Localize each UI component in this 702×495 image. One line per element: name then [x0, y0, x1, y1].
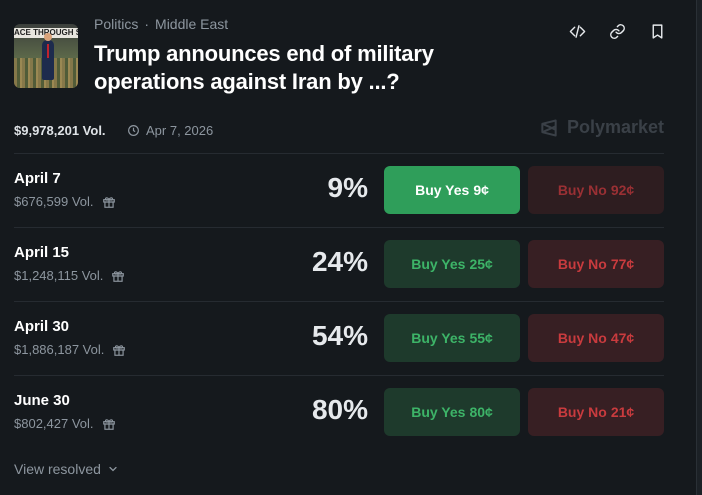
outcome-volume: $1,248,115 Vol.: [14, 268, 125, 283]
breadcrumb-category[interactable]: Politics: [94, 16, 139, 32]
buy-no-label: Buy No: [557, 330, 607, 346]
buy-no-label: Buy No: [557, 256, 607, 272]
market-image: ACE THROUGH STRENGTH: [14, 24, 78, 88]
gift-icon[interactable]: [102, 195, 116, 209]
outcomes-list: April 7 $676,599 Vol. 9% Buy Yes 9¢ Buy …: [14, 153, 664, 449]
header-actions: [568, 22, 666, 40]
buy-yes-button[interactable]: Buy Yes 55¢: [384, 314, 520, 362]
embed-icon[interactable]: [568, 22, 586, 40]
outcome-volume-text: $1,248,115 Vol.: [14, 268, 104, 283]
gift-icon[interactable]: [102, 417, 116, 431]
buy-yes-label: Buy Yes: [415, 182, 470, 198]
buy-yes-label: Buy Yes: [411, 404, 466, 420]
view-resolved-button[interactable]: View resolved: [14, 461, 119, 477]
breadcrumb: Politics · Middle East: [94, 16, 228, 32]
buy-yes-label: Buy Yes: [411, 256, 466, 272]
market-header: ACE THROUGH STRENGTH Politics · Middle Eas…: [14, 14, 674, 94]
buy-yes-button[interactable]: Buy Yes 9¢: [384, 166, 520, 214]
clock-icon: [128, 125, 139, 136]
bookmark-icon[interactable]: [648, 22, 666, 40]
link-icon[interactable]: [608, 22, 626, 40]
outcome-volume-text: $802,427 Vol.: [14, 416, 94, 431]
outcome-row: April 15 $1,248,115 Vol. 24% Buy Yes 25¢…: [14, 227, 664, 301]
buy-no-price: 77¢: [610, 256, 635, 272]
polymarket-logo-text: Polymarket: [566, 117, 664, 137]
outcome-probability: 80%: [311, 394, 368, 425]
outcome-label[interactable]: April 7: [14, 170, 61, 187]
polymarket-logo-icon: [541, 119, 557, 136]
buy-yes-price: 55¢: [469, 330, 493, 346]
buy-no-label: Buy No: [557, 404, 607, 420]
outcome-volume: $676,599 Vol.: [14, 194, 116, 209]
buy-no-button[interactable]: Buy No 92¢: [528, 166, 664, 214]
outcome-volume: $802,427 Vol.: [14, 416, 116, 431]
buy-yes-button[interactable]: Buy Yes 80¢: [384, 388, 520, 436]
outcome-row: June 30 $802,427 Vol. 80% Buy Yes 80¢ Bu…: [14, 375, 664, 449]
buy-no-button[interactable]: Buy No 47¢: [528, 314, 664, 362]
buy-yes-price: 80¢: [469, 404, 493, 420]
market-title: Trump announces end of military operatio…: [94, 41, 434, 94]
breadcrumb-separator: ·: [144, 16, 150, 32]
outcome-label[interactable]: April 30: [14, 318, 70, 335]
polymarket-logo[interactable]: Polymarket: [539, 117, 664, 138]
chevron-down-icon: [109, 466, 117, 472]
end-date: Apr 7, 2026: [127, 123, 213, 138]
view-resolved-label: View resolved: [14, 461, 101, 477]
market-meta: $9,978,201 Vol. Apr 7, 2026 Polymarket: [14, 117, 664, 141]
outcome-row: April 30 $1,886,187 Vol. 54% Buy Yes 55¢…: [14, 301, 664, 375]
breadcrumb-subcategory[interactable]: Middle East: [155, 16, 229, 32]
outcome-probability: 9%: [327, 172, 368, 203]
buy-no-price: 92¢: [610, 182, 635, 198]
buy-yes-price: 9¢: [473, 182, 489, 198]
buy-no-price: 21¢: [610, 404, 635, 420]
outcome-probability: 24%: [311, 246, 368, 277]
outcome-volume-text: $1,886,187 Vol.: [14, 342, 105, 357]
outcome-row: April 7 $676,599 Vol. 9% Buy Yes 9¢ Buy …: [14, 153, 664, 227]
outcome-label[interactable]: June 30: [14, 392, 70, 409]
gift-icon[interactable]: [112, 343, 126, 357]
image-figure: [42, 33, 54, 80]
outcome-volume-text: $676,599 Vol.: [14, 194, 94, 209]
gift-icon[interactable]: [111, 269, 125, 283]
buy-yes-label: Buy Yes: [411, 330, 466, 346]
outcome-volume: $1,886,187 Vol.: [14, 342, 126, 357]
buy-no-label: Buy No: [557, 182, 607, 198]
total-volume: $9,978,201 Vol.: [14, 123, 106, 138]
buy-no-price: 47¢: [610, 330, 635, 346]
scrollbar-track[interactable]: [696, 0, 702, 495]
outcome-probability: 54%: [311, 320, 368, 351]
end-date-text: Apr 7, 2026: [146, 123, 214, 138]
buy-no-button[interactable]: Buy No 77¢: [528, 240, 664, 288]
buy-no-button[interactable]: Buy No 21¢: [528, 388, 664, 436]
outcome-label[interactable]: April 15: [14, 244, 70, 261]
buy-yes-price: 25¢: [469, 256, 493, 272]
buy-yes-button[interactable]: Buy Yes 25¢: [384, 240, 520, 288]
